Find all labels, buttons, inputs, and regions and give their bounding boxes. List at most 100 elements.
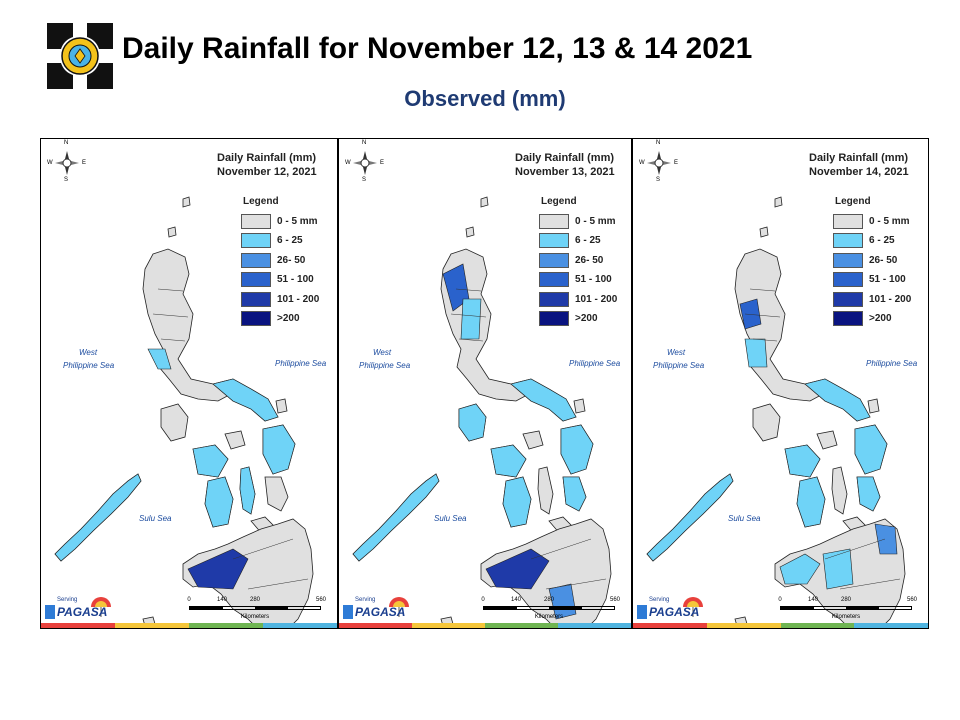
stripe-segment [485,623,558,628]
legend-swatch [241,311,271,326]
legend-label: 51 - 100 [277,274,314,285]
scale-bar: 0 140 280 560 Kilometers [481,597,623,628]
legend-label: 6 - 25 [869,235,895,246]
scale-tick: 280 [249,597,261,603]
province-boundary [152,313,189,318]
scale-tick: 560 [906,597,918,603]
legend-item: 26- 50 [833,252,897,268]
scale-tick: 140 [807,597,819,603]
legend-title: Legend [541,196,577,207]
compass-w-label: W [639,160,645,166]
east-sea-label: Philippine Sea [275,359,327,368]
rainfall-zone-panay [784,444,821,478]
map-date: November 14, 2021 [809,166,909,178]
rainfall-zone-negros [796,476,826,528]
rainfall-zone-palawan [54,473,142,562]
pagasa-name: PAGASA [57,605,108,619]
legend-swatch [539,233,569,248]
island-bab1 [759,226,769,238]
legend-label: 0 - 5 mm [277,215,318,227]
scale-bar: 0 140 280 560 Kilometers [187,597,329,628]
pagasa-brand-logo: Serving PAGASA [43,593,123,623]
rainfall-zone-mindanao [874,523,898,555]
province-boundary [232,538,294,560]
province-boundary [157,288,184,292]
scale-bar-graphic [189,606,321,610]
legend-label: 0 - 5 mm [575,215,616,227]
legend-item: >200 [833,311,892,327]
island-leyte [264,476,289,512]
legend-label: 0 - 5 mm [869,215,910,227]
rainfall-zone-cebu [239,466,256,515]
pagasa-tagline: Serving [649,597,670,603]
legend-swatch [241,291,271,307]
province-boundary [839,578,901,590]
panel-color-stripe [633,623,928,628]
philippines-rainfall-map [54,196,314,628]
rainfall-zone-negros [502,476,532,528]
scale-bar-graphic [483,606,615,610]
stripe-segment [706,623,781,628]
pagasa-brand-logo: Serving PAGASA [635,593,715,623]
east-sea-label: Philippine Sea [866,359,918,368]
compass-s-label: S [656,177,661,183]
legend-swatch [833,252,863,268]
compass-w-label: W [345,160,351,166]
map-date: November 13, 2021 [515,166,615,178]
legend-label: 101 - 200 [575,293,618,305]
pagasa-tagline: Serving [355,597,376,603]
legend-label: 6 - 25 [277,235,303,246]
compass-e-label: E [82,160,87,166]
island-cat [573,398,586,414]
island-bab1 [167,226,177,238]
scale-bar-graphic [780,606,912,610]
province-boundary [450,313,487,318]
map-title: Daily Rainfall (mm) [217,152,317,164]
legend-swatch [539,272,569,287]
panel-color-stripe [41,623,337,628]
island-bab2 [774,196,783,208]
map-panel-nov-12: N S W E Daily Rainfall (mm) November 12, 2021… [40,138,338,629]
scale-tick: 0 [778,597,782,603]
sulu-sea-label: Sulu Sea [728,514,761,523]
legend-item: 51 - 100 [833,272,906,288]
compass-icon [647,151,671,175]
legend-swatch [539,252,569,268]
compass-s-label: S [64,177,69,183]
province-boundary [160,338,186,342]
pagasa-name: PAGASA [649,605,700,619]
island-masbate [816,430,838,450]
stripe-segment [633,623,707,628]
legend-label: 51 - 100 [575,274,612,285]
scale-tick: 140 [510,597,522,603]
island-luzon [142,248,232,402]
legend-item: 0 - 5 mm [833,213,910,229]
rainfall-zone-samar [854,424,888,475]
scale-tick: 140 [216,597,228,603]
rainfall-zone-mindanao [822,548,854,590]
rainfall-zone-panay [192,444,229,478]
legend-item: 26- 50 [539,252,603,268]
stripe-segment [412,623,485,628]
west-sea-label-1: West [79,348,98,357]
stripe-segment [558,623,631,628]
legend-item: 101 - 200 [241,291,319,307]
island-bab2 [182,196,191,208]
rainfall-zone-luzon [147,348,172,370]
rainfall-zone-luzon [739,298,762,330]
scale-tick: 0 [481,597,485,603]
west-sea-label-2: Philippine Sea [359,361,411,370]
pagasa-mark-icon [343,597,409,619]
province-boundary [749,288,776,292]
rainfall-zone-leyte [856,476,881,512]
legend-item: 0 - 5 mm [539,213,616,229]
scale-tick: 560 [609,597,621,603]
compass-rose [347,145,383,185]
legend-title: Legend [243,196,279,207]
stripe-segment [339,623,412,628]
pagasa-brand-logo: Serving PAGASA [341,593,421,623]
map-title: Daily Rainfall (mm) [809,152,909,164]
compass-n-label: N [362,140,367,146]
pagasa-mark-icon [637,597,703,619]
scale-tick: 280 [543,597,555,603]
